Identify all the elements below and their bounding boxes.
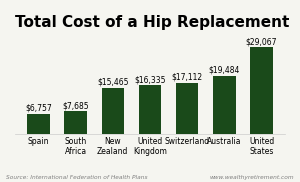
Text: $15,465: $15,465 <box>97 78 129 87</box>
Bar <box>102 88 124 134</box>
Text: Source: International Federation of Health Plans: Source: International Federation of Heal… <box>6 175 148 180</box>
Bar <box>213 76 236 134</box>
Text: $17,112: $17,112 <box>172 73 203 82</box>
Bar <box>176 83 198 134</box>
Text: $16,335: $16,335 <box>134 75 166 84</box>
Text: $19,484: $19,484 <box>209 66 240 75</box>
Bar <box>64 111 87 134</box>
Text: $6,757: $6,757 <box>25 104 52 113</box>
Text: $29,067: $29,067 <box>246 37 277 46</box>
Bar <box>139 85 161 134</box>
Text: $7,685: $7,685 <box>62 101 89 110</box>
Bar <box>27 114 50 134</box>
Bar <box>250 47 273 134</box>
Text: Total Cost of a Hip Replacement: Total Cost of a Hip Replacement <box>15 15 290 30</box>
Text: www.wealthyretirement.com: www.wealthyretirement.com <box>209 175 294 180</box>
